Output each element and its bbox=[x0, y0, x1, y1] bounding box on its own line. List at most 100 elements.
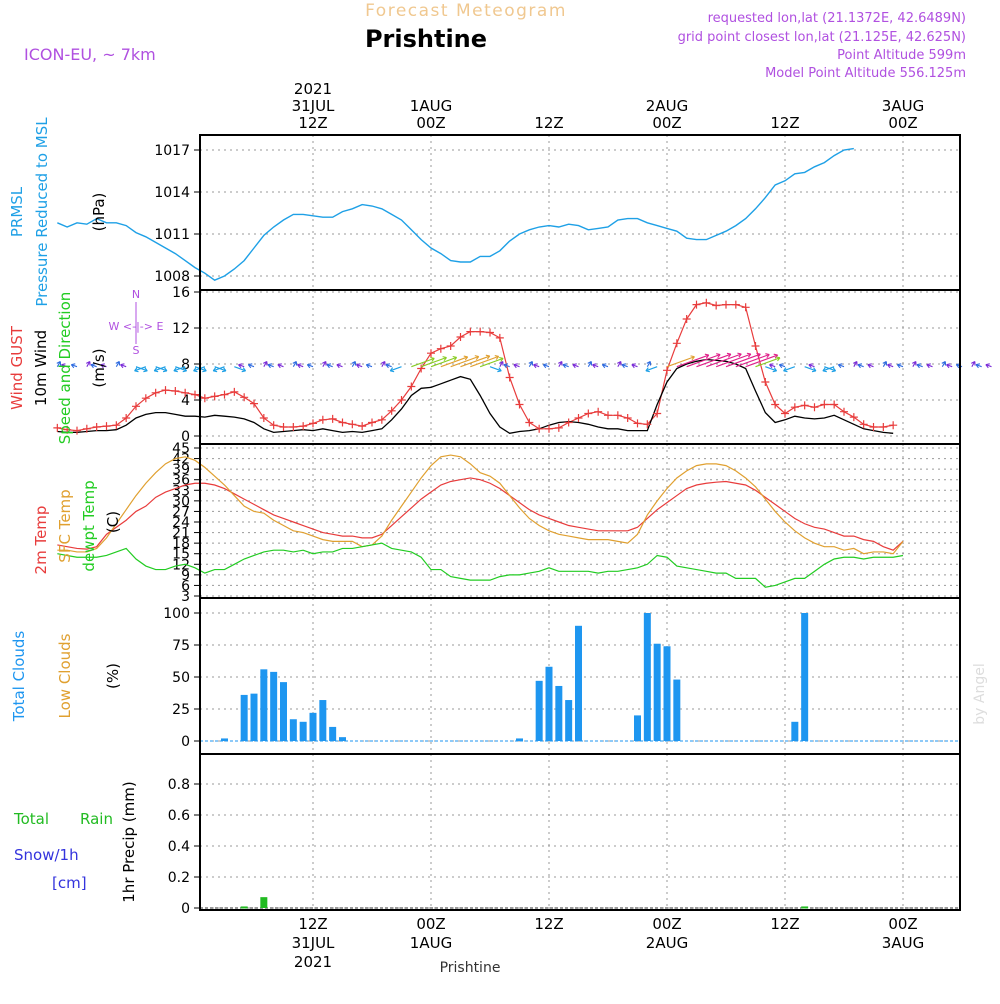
clouds-tick-label: 25 bbox=[172, 702, 190, 718]
gust-marker bbox=[663, 366, 671, 375]
wind-arrow-head bbox=[971, 361, 976, 366]
cloud-bar bbox=[545, 666, 553, 741]
gust-marker bbox=[279, 423, 288, 431]
time-label: 31JUL bbox=[292, 934, 335, 952]
gust-marker bbox=[377, 415, 386, 424]
gust-marker bbox=[250, 399, 258, 408]
gust-marker bbox=[348, 420, 357, 429]
gust-marker bbox=[210, 392, 219, 401]
gust-marker bbox=[682, 315, 691, 323]
wind-arrow-head bbox=[946, 363, 951, 369]
wind-arrow-head bbox=[941, 361, 947, 366]
gust-marker bbox=[751, 342, 760, 350]
gridpoint-coords: grid point closest lon,lat (21.125E, 42.… bbox=[678, 30, 966, 45]
time-label: 1AUG bbox=[410, 934, 452, 952]
gust-marker bbox=[466, 327, 475, 336]
wind-direction-arrow bbox=[783, 366, 796, 372]
wind-arrow-head bbox=[182, 367, 188, 373]
cloud-bar bbox=[801, 613, 809, 741]
gust-marker bbox=[102, 422, 111, 431]
wind-direction-arrow bbox=[479, 357, 504, 368]
wind-arrow-head bbox=[916, 363, 922, 369]
gust-marker bbox=[53, 423, 62, 432]
gust-marker bbox=[318, 415, 327, 424]
wind-arrow-head bbox=[452, 355, 458, 361]
gust-marker bbox=[869, 423, 878, 431]
gust-marker bbox=[515, 400, 524, 409]
wind-direction-arrow bbox=[489, 366, 502, 372]
wind-direction-arrow bbox=[696, 353, 732, 368]
location-title: Prishtine bbox=[365, 25, 487, 53]
temp-tick-label: 3 bbox=[181, 589, 190, 605]
cloud-bar bbox=[643, 613, 651, 741]
time-label: 31JUL bbox=[292, 97, 335, 115]
dewpt-line bbox=[57, 542, 904, 588]
temp-tick-label: 33 bbox=[172, 483, 190, 499]
clouds-tick-label: 0 bbox=[181, 734, 190, 750]
wind-arrow-head bbox=[690, 355, 695, 361]
gust-marker bbox=[712, 301, 721, 310]
pressure-label-msl: Pressure Reduced to MSL bbox=[33, 117, 51, 307]
wind-arrow-head bbox=[143, 367, 148, 373]
precip-tick-label: 0.2 bbox=[168, 870, 190, 886]
pressure-label-prmsl: PRMSL bbox=[8, 186, 26, 237]
wind-arrow-head bbox=[985, 363, 990, 369]
gust-marker bbox=[309, 419, 317, 428]
temp-tick-label: 21 bbox=[172, 526, 190, 542]
wind-arrow-head bbox=[306, 363, 312, 369]
time-label: 2AUG bbox=[646, 97, 688, 115]
gust-marker bbox=[672, 339, 681, 348]
wind-arrow-head bbox=[857, 363, 863, 369]
wind-arrow-head bbox=[562, 363, 568, 369]
gust-marker bbox=[564, 418, 573, 427]
precip-tick-label: 0.6 bbox=[168, 808, 190, 824]
time-label: 3AUG bbox=[882, 934, 924, 952]
gust-marker bbox=[741, 303, 750, 312]
cloud-bar bbox=[791, 721, 799, 741]
gust-marker bbox=[92, 423, 101, 431]
wind-arrow-head bbox=[322, 361, 327, 366]
wind-arrow-head bbox=[822, 367, 827, 373]
precip-label-unit: 1hr Precip (mm) bbox=[120, 781, 138, 902]
gust-marker bbox=[613, 411, 622, 420]
pressure-tick-label: 1011 bbox=[154, 227, 190, 243]
gust-marker bbox=[338, 418, 347, 427]
wind-arrow-head bbox=[202, 367, 207, 373]
product-title: Forecast Meteogram bbox=[365, 1, 567, 21]
wind-arrow-head bbox=[221, 367, 227, 373]
gust-marker bbox=[397, 396, 406, 404]
wind-direction-arrow bbox=[154, 366, 166, 372]
temp-tick-label: 39 bbox=[172, 462, 190, 478]
clouds-panel: 0 25 50 75 100 bbox=[163, 606, 960, 750]
gust-marker bbox=[653, 409, 662, 418]
wind-arrow-head bbox=[783, 367, 788, 373]
gust-marker bbox=[112, 421, 121, 430]
gust-marker bbox=[594, 407, 603, 416]
point-altitude: Point Altitude 599m bbox=[837, 48, 966, 63]
temp-tick-label: 18 bbox=[172, 536, 190, 552]
wind-arrow-head bbox=[153, 367, 159, 373]
pressure-tick-label: 1014 bbox=[154, 185, 190, 201]
wind-direction-arrow bbox=[234, 366, 246, 372]
wind-arrow-head bbox=[381, 361, 386, 366]
wind-direction-arrow bbox=[173, 366, 186, 372]
gust-marker bbox=[800, 401, 809, 410]
cloud-bar bbox=[319, 700, 327, 741]
time-label: 12Z bbox=[298, 915, 327, 933]
wind-arrow-head bbox=[528, 361, 534, 366]
gust-marker bbox=[554, 423, 563, 432]
gust-marker bbox=[230, 387, 239, 396]
time-label: 12Z bbox=[534, 915, 563, 933]
cloud-bar bbox=[516, 738, 523, 741]
gust-marker bbox=[456, 333, 465, 341]
wind-arrow-head bbox=[503, 363, 509, 369]
gust-marker bbox=[840, 407, 848, 416]
wind-arrow-head bbox=[499, 361, 504, 366]
gust-marker bbox=[171, 387, 180, 395]
precip-label-total: Total bbox=[13, 810, 49, 828]
pressure-panel: 1008 1011 1014 1017 bbox=[57, 143, 854, 285]
wind-arrow-head bbox=[926, 363, 931, 369]
